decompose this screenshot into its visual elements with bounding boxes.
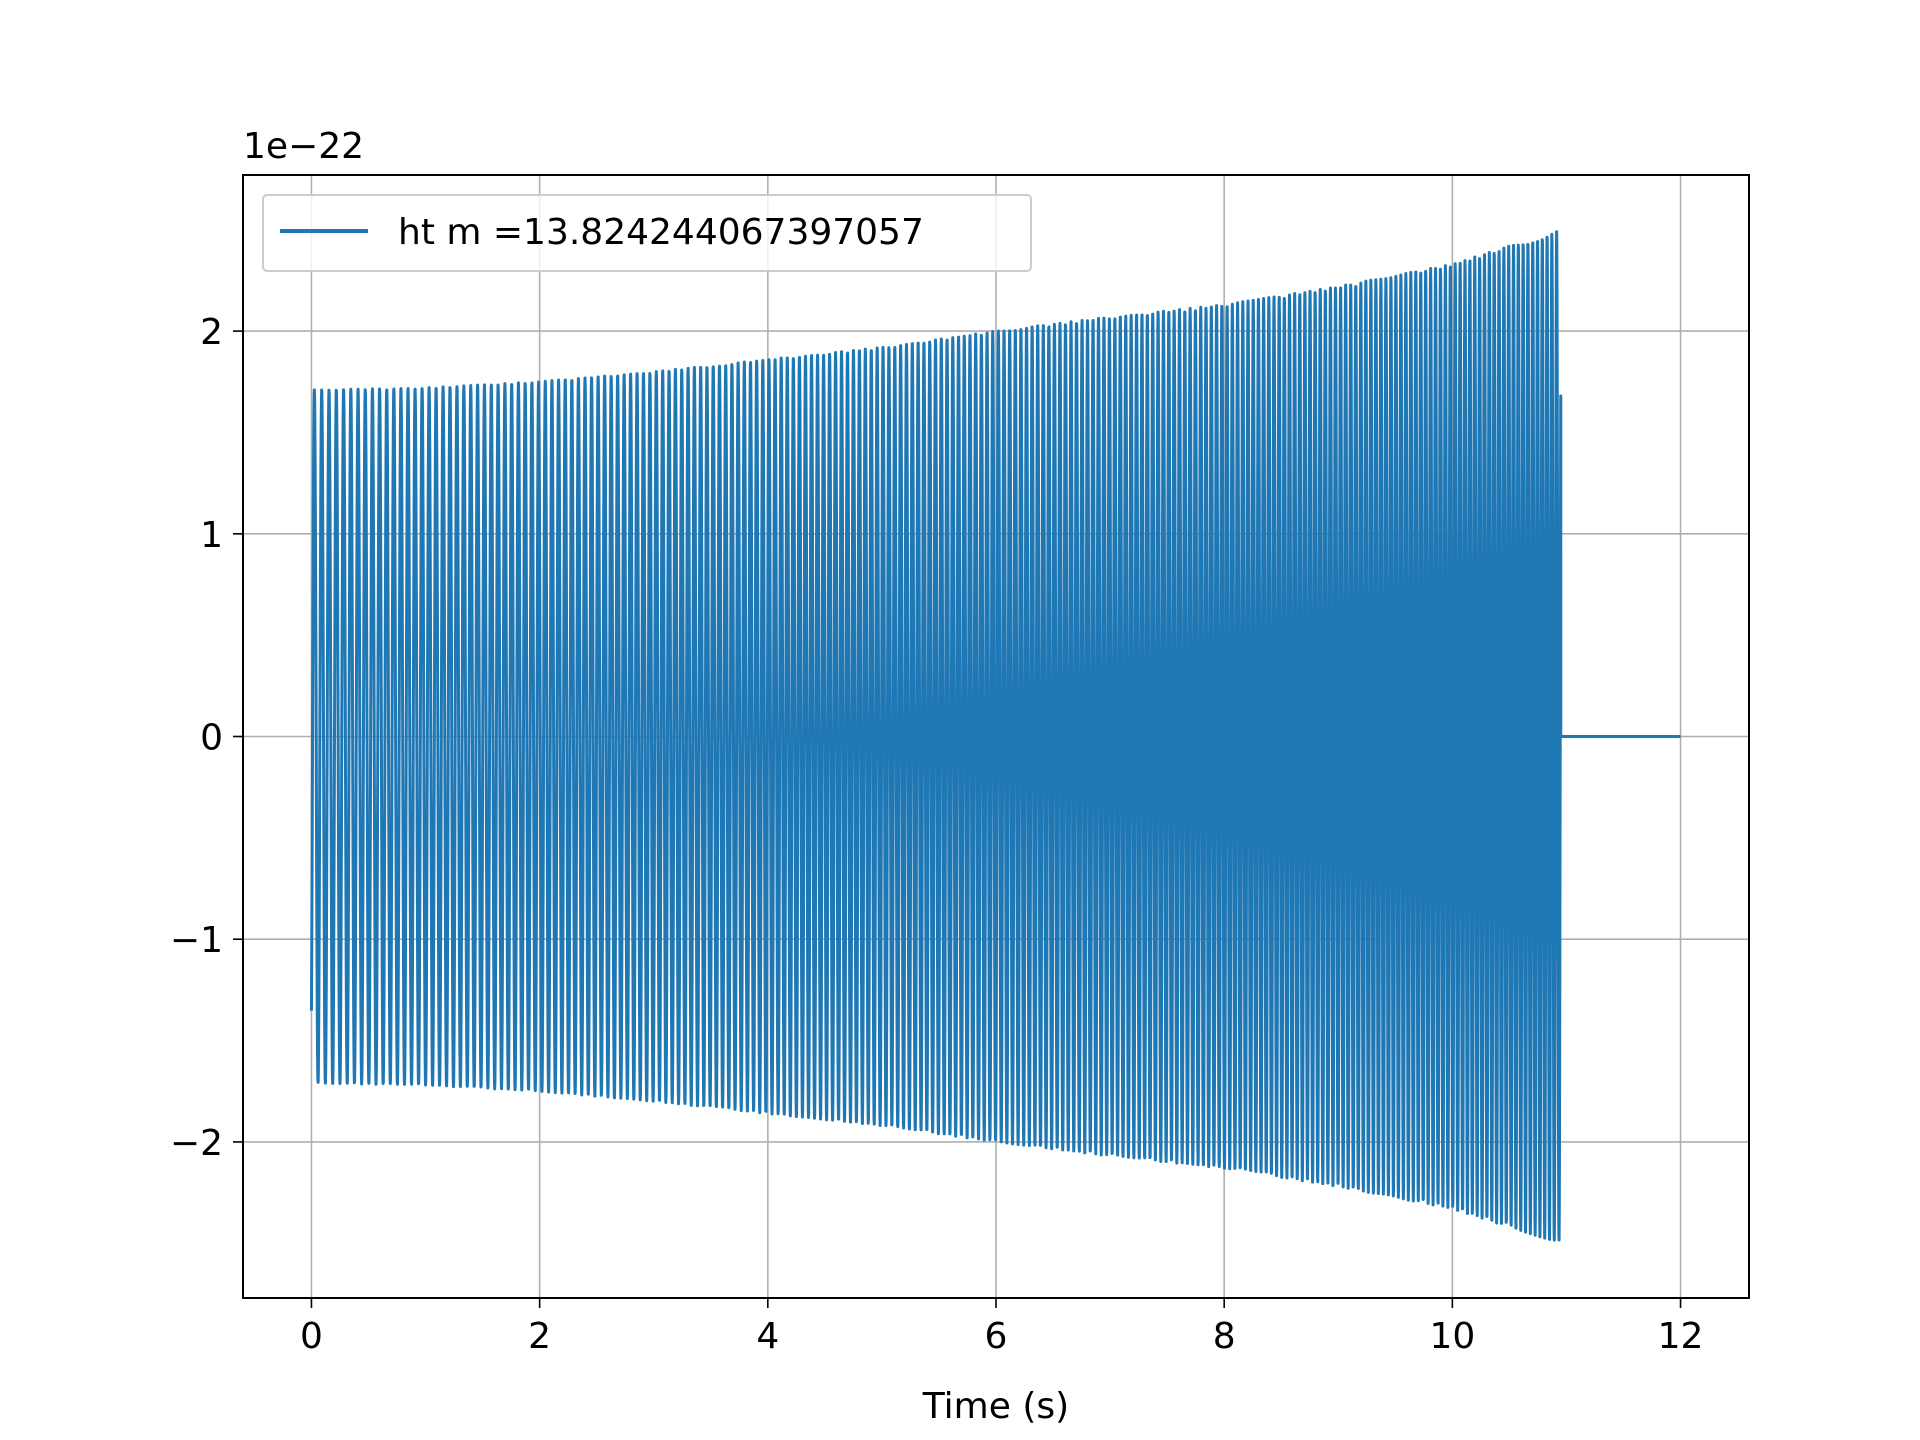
x-tick-label: 2 — [528, 1316, 551, 1357]
x-tick-label: 10 — [1429, 1316, 1475, 1357]
y-tick-label: 2 — [200, 312, 223, 353]
y-offset-label: 1e−22 — [243, 126, 364, 167]
x-tick-label: 4 — [756, 1316, 779, 1357]
y-tick-label: −1 — [170, 920, 223, 961]
legend-box — [262, 194, 1032, 272]
x-tick-label: 12 — [1658, 1316, 1704, 1357]
legend-entry-label: ht m =13.824244067397057 — [398, 212, 924, 253]
y-tick-label: 1 — [200, 515, 223, 556]
y-tick-label: 0 — [200, 718, 223, 759]
series-line — [309, 230, 1681, 1242]
x-tick-label: 8 — [1213, 1316, 1236, 1357]
y-tick-label: −2 — [170, 1123, 223, 1164]
x-tick-label: 6 — [985, 1316, 1008, 1357]
x-tick-label: 0 — [300, 1316, 323, 1357]
x-axis-label: Time (s) — [922, 1386, 1069, 1427]
legend: ht m =13.824244067397057 — [262, 194, 1032, 272]
plot-area — [309, 230, 1681, 1242]
